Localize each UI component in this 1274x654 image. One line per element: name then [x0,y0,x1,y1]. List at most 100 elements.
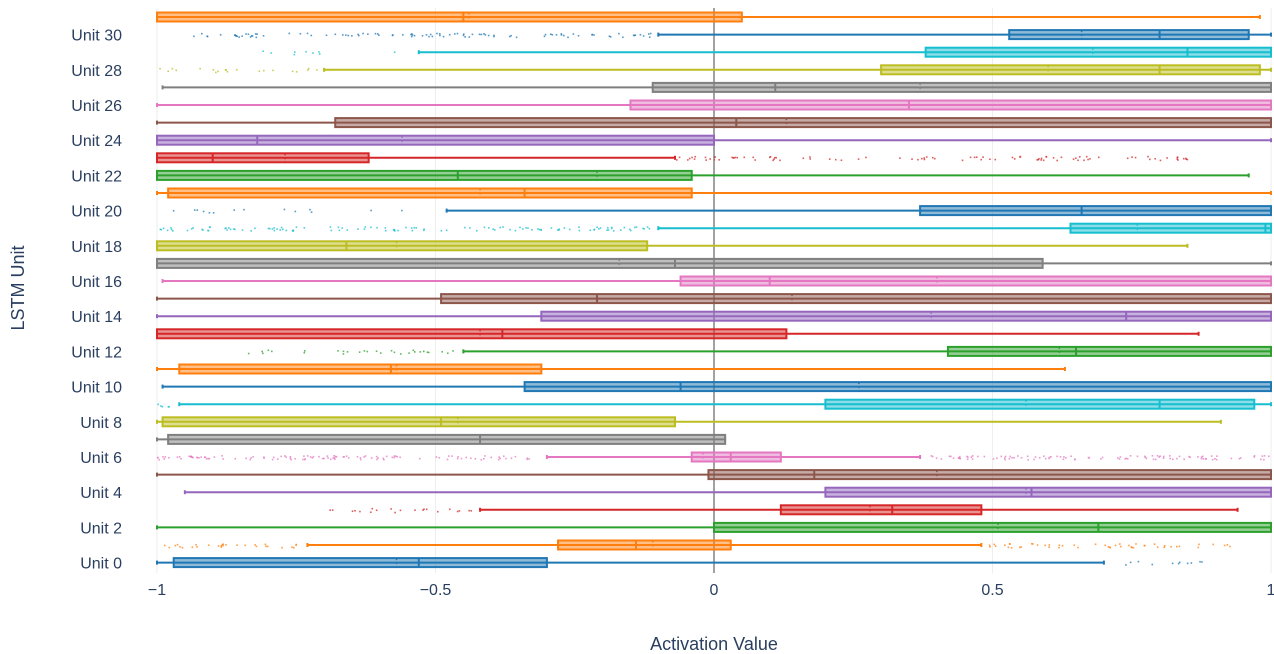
outlier-point [384,229,387,232]
outlier-point [1083,159,1085,162]
outlier-point [333,455,335,457]
outlier-point [1137,560,1140,563]
outlier-point [161,405,164,408]
outlier-point [429,33,432,36]
outlier-point [283,208,286,211]
outlier-point [713,158,716,161]
outlier-point [865,156,867,159]
outlier-point [374,32,377,35]
outlier-point [174,544,177,547]
outlier-point [1004,544,1006,547]
outlier-point [233,209,236,211]
outlier-point [255,36,258,39]
outlier-point [634,226,636,229]
outlier-point [1011,156,1014,159]
outlier-point [375,509,378,512]
y-tick-labels: Unit 0 Unit 2 Unit 4 Unit 6 Unit 8 Unit 10 Uni… [71,28,122,573]
outlier-point [678,156,681,159]
outlier-point [243,208,245,211]
outlier-point [1229,545,1231,548]
box-unit-12 [247,345,1272,357]
box-iqr [156,152,370,164]
outlier-point [1267,455,1270,458]
outlier-point [1003,457,1006,459]
outlier-point [265,545,267,548]
outlier-point [334,455,337,458]
outlier-point [1171,562,1174,565]
outlier-point [410,227,413,229]
outlier-point [172,209,175,212]
y-tick-label: Unit 28 [71,63,122,80]
outlier-point [480,458,483,461]
outlier-point [1126,458,1129,460]
outlier-point [687,159,689,161]
box-iqr [713,521,1272,533]
box-iqr [779,504,983,516]
outlier-point [354,509,356,512]
outlier-point [202,210,205,213]
outlier-point [463,33,465,35]
outlier-point [244,544,246,547]
outlier-point [395,455,397,457]
outlier-point [363,456,365,458]
box-iqr [629,99,1272,111]
outlier-point [1156,455,1159,457]
box-unit-7 [156,433,727,445]
outlier-point [312,455,315,458]
outlier-point [464,36,466,38]
outlier-point [157,403,160,406]
outlier-point [648,227,651,230]
outlier-point [505,457,507,460]
outlier-point [1169,457,1172,460]
box-iqr [156,134,715,146]
outlier-point [364,226,367,228]
outlier-point [330,229,333,232]
outlier-point [733,157,735,159]
outlier-point [357,228,359,230]
outlier-point [1178,561,1181,564]
outlier-point [390,508,392,510]
outlier-point [318,51,320,53]
outlier-point [1058,546,1060,549]
outlier-point [356,455,359,458]
outlier-point [370,226,372,229]
outlier-point [1010,546,1013,549]
outlier-point [263,457,265,459]
outlier-point [1043,455,1045,458]
outlier-point [157,456,159,459]
outlier-point [1135,543,1137,545]
outlier-point [1020,456,1023,459]
outlier-point [608,35,611,38]
outlier-point [280,455,282,458]
outlier-point [1009,455,1012,458]
y-tick-label: Unit 10 [71,380,122,397]
outlier-point [273,229,276,232]
outlier-point [262,352,264,355]
outlier-point [643,228,645,230]
outlier-point [309,208,311,211]
outlier-point [772,159,775,162]
outlier-point [207,457,210,460]
outlier-point [484,455,486,457]
outlier-point [1045,156,1048,158]
outlier-point [468,509,470,512]
outlier-point [342,350,345,353]
outlier-point [499,457,501,460]
outlier-point [271,458,274,461]
box-iqr [523,381,1272,393]
outlier-point [422,350,425,353]
outlier-point [250,35,253,37]
outlier-point [329,509,331,511]
outlier-point [1144,455,1146,458]
outlier-point [1200,456,1203,458]
outlier-point [606,229,608,232]
outlier-point [1154,458,1157,461]
box-unit-10 [161,381,1272,393]
outlier-point [370,209,372,212]
outlier-point [1062,458,1065,461]
outlier-point [410,33,412,36]
outlier-point [1176,457,1178,460]
box-unit-4 [183,486,1273,498]
outlier-point [514,455,517,458]
outlier-point [994,545,997,548]
